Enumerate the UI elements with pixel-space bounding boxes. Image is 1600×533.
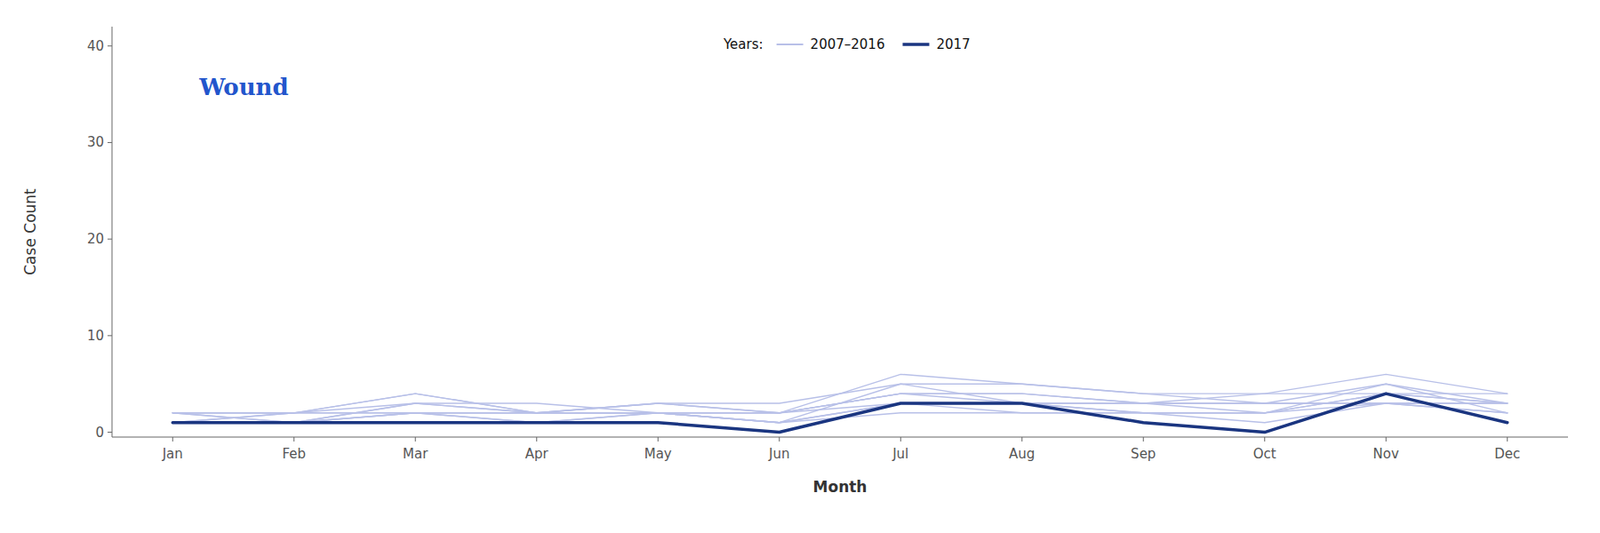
x-tick-label: May — [644, 446, 672, 463]
series-line — [172, 374, 1508, 423]
series-line — [172, 374, 1508, 423]
y-tick-label: 0 — [95, 424, 104, 441]
chart: 0 10 20 30 40 Jan Feb Mar Apr May Jun Jul Aug Sep Oct N… — [0, 0, 1600, 533]
lines — [172, 374, 1508, 432]
x-tick-label: Apr — [525, 446, 550, 463]
axes: 0 10 20 30 40 Jan Feb Mar Apr May Jun Jul Aug Sep Oct N… — [87, 26, 1568, 463]
y-tick-label: 10 — [87, 328, 104, 344]
x-tick-label: Sep — [1130, 446, 1156, 463]
x-tick-label: Aug — [1008, 446, 1035, 463]
legend-swatch — [776, 43, 804, 46]
x-axis-line — [112, 437, 1568, 439]
x-tick-label: Jun — [768, 446, 790, 463]
x-tick — [1143, 437, 1144, 442]
x-tick — [1021, 437, 1023, 442]
legend-label: 2017 — [936, 36, 970, 53]
x-tick — [1264, 437, 1265, 442]
y-tick-label: 40 — [87, 38, 104, 55]
x-tick — [1385, 437, 1387, 442]
series-line — [172, 393, 1508, 432]
x-tick-label: Jul — [891, 446, 909, 463]
y-tick — [107, 142, 112, 144]
x-tick — [536, 437, 537, 442]
legend-swatch — [902, 42, 929, 47]
x-tick-label: Dec — [1494, 446, 1520, 463]
title: Wound — [198, 73, 288, 101]
y-axis-label: Case Count — [21, 188, 40, 276]
y-tick — [107, 45, 112, 47]
y-axis-line — [112, 26, 113, 438]
legend-label: 2007–2016 — [810, 36, 886, 53]
x-tick — [415, 437, 416, 442]
legend-title: Years: — [722, 36, 764, 53]
x-tick — [657, 437, 659, 442]
x-tick-label: Oct — [1253, 446, 1277, 463]
x-tick-label: Mar — [402, 446, 429, 463]
x-tick-label: Jan — [161, 446, 184, 463]
x-tick-label: Nov — [1373, 446, 1400, 463]
x-tick — [778, 437, 780, 442]
y-tick — [107, 432, 112, 433]
x-tick — [293, 437, 295, 442]
x-tick — [172, 437, 174, 442]
x-tick — [1506, 437, 1508, 442]
y-tick — [107, 335, 112, 336]
x-tick-label: Feb — [281, 446, 306, 463]
x-tick — [900, 437, 902, 442]
y-tick — [107, 239, 112, 240]
legend: Years: 2007–2016 2017 — [722, 36, 971, 53]
y-tick-label: 30 — [87, 134, 104, 151]
x-axis-label: Month — [813, 478, 868, 496]
y-tick-label: 20 — [87, 231, 104, 248]
